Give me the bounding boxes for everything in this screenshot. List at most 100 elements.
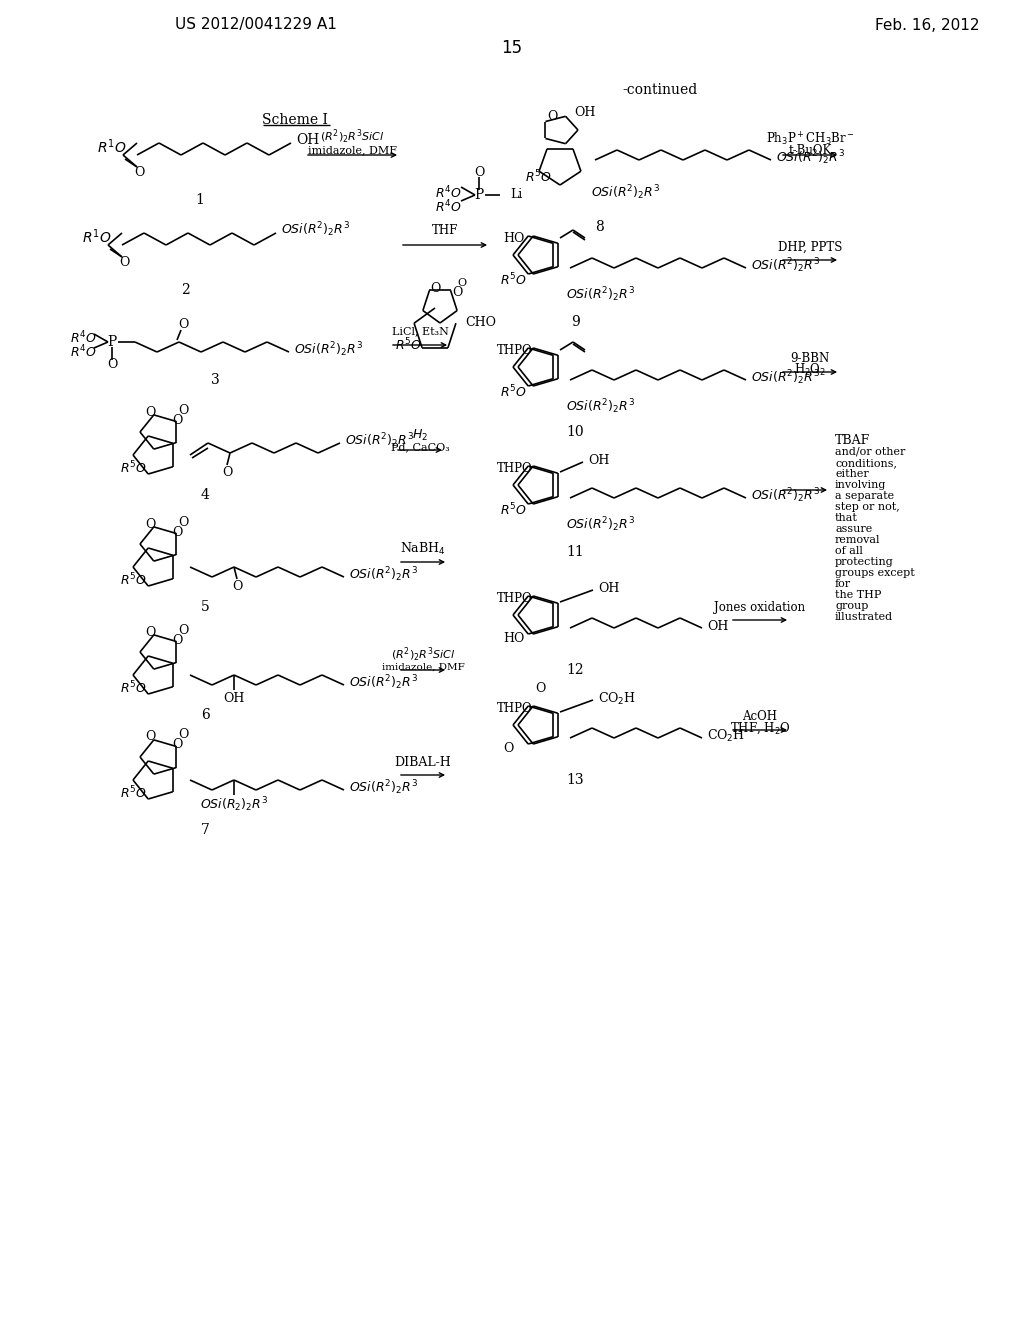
Text: THF: THF (432, 224, 458, 238)
Text: O: O (172, 738, 182, 751)
Text: Pd, CaCO₃: Pd, CaCO₃ (390, 442, 450, 451)
Text: THPO: THPO (497, 343, 532, 356)
Text: O: O (231, 581, 243, 594)
Text: H$_2$O$_2$: H$_2$O$_2$ (794, 362, 826, 378)
Text: CO$_2$H: CO$_2$H (707, 727, 745, 744)
Text: O: O (172, 525, 182, 539)
Text: THPO: THPO (497, 462, 532, 474)
Text: O: O (144, 626, 156, 639)
Text: $OSi(R^2)_2R^3$: $OSi(R^2)_2R^3$ (565, 397, 635, 416)
Text: 8: 8 (596, 220, 604, 234)
Text: illustrated: illustrated (835, 612, 893, 622)
Text: $R^5O$: $R^5O$ (500, 272, 526, 288)
Text: DIBAL-H: DIBAL-H (394, 755, 452, 768)
Text: $OSi(R^2)_2R^3$: $OSi(R^2)_2R^3$ (281, 220, 350, 239)
Text: $R^4O$: $R^4O$ (435, 185, 462, 201)
Text: $OSi(R^2)_2R^3$: $OSi(R^2)_2R^3$ (591, 183, 659, 202)
Text: Li: Li (510, 189, 522, 202)
Text: O: O (178, 404, 188, 417)
Text: $OSi(R^2)_2R^3$: $OSi(R^2)_2R^3$ (565, 285, 635, 305)
Text: $R^5O$: $R^5O$ (395, 337, 422, 354)
Text: O: O (178, 516, 188, 528)
Text: O: O (119, 256, 129, 269)
Text: CHO: CHO (465, 317, 496, 330)
Text: removal: removal (835, 535, 881, 545)
Text: THPO: THPO (497, 591, 532, 605)
Text: 5: 5 (201, 601, 209, 614)
Text: O: O (222, 466, 232, 479)
Text: TBAF: TBAF (835, 433, 870, 446)
Text: for: for (835, 579, 851, 589)
Text: 7: 7 (201, 822, 210, 837)
Text: $OSi(R^2)_2R^3$: $OSi(R^2)_2R^3$ (349, 566, 418, 585)
Text: OH: OH (296, 133, 319, 147)
Text: O: O (144, 517, 156, 531)
Text: NaBH$_4$: NaBH$_4$ (400, 541, 445, 557)
Text: O: O (503, 742, 513, 755)
Text: -continued: -continued (623, 83, 697, 96)
Text: protecting: protecting (835, 557, 894, 568)
Text: O: O (172, 634, 182, 647)
Text: 4: 4 (201, 488, 210, 502)
Text: $R^5O$: $R^5O$ (500, 384, 526, 400)
Text: P: P (474, 187, 483, 202)
Text: 15: 15 (502, 40, 522, 57)
Text: $OSi(R^2)_2R^3$: $OSi(R^2)_2R^3$ (751, 256, 820, 276)
Text: HO: HO (503, 231, 524, 244)
Text: O: O (452, 286, 462, 300)
Text: and/or other: and/or other (835, 447, 905, 457)
Text: groups except: groups except (835, 568, 914, 578)
Text: assure: assure (835, 524, 872, 535)
Text: Ph$_3$P$^+$CH$_3$Br$^-$: Ph$_3$P$^+$CH$_3$Br$^-$ (766, 131, 854, 148)
Text: 13: 13 (566, 774, 584, 787)
Text: $R^1O$: $R^1O$ (82, 227, 112, 247)
Text: OH: OH (598, 582, 620, 595)
Text: Jones oxidation: Jones oxidation (715, 601, 806, 614)
Text: O: O (458, 279, 467, 288)
Text: HO: HO (503, 631, 524, 644)
Text: a separate: a separate (835, 491, 894, 502)
Text: that: that (835, 513, 858, 523)
Text: group: group (835, 601, 868, 611)
Text: 9-BBN: 9-BBN (791, 351, 829, 364)
Text: O: O (172, 413, 182, 426)
Text: 1: 1 (196, 193, 205, 207)
Text: t-BuOK: t-BuOK (788, 144, 831, 157)
Text: 9: 9 (570, 315, 580, 329)
Text: 11: 11 (566, 545, 584, 558)
Text: imidazole, DMF: imidazole, DMF (382, 663, 464, 672)
Text: O: O (474, 165, 484, 178)
Text: $R^4O$: $R^4O$ (435, 199, 462, 215)
Text: 6: 6 (201, 708, 209, 722)
Text: $OSi(R^2)_2R^3$: $OSi(R^2)_2R^3$ (349, 673, 418, 693)
Text: O: O (547, 111, 557, 124)
Text: O: O (144, 730, 156, 743)
Text: $OSi(R^2)_2R^3$: $OSi(R^2)_2R^3$ (345, 432, 414, 450)
Text: THPO: THPO (497, 701, 532, 714)
Text: DHP, PPTS: DHP, PPTS (778, 240, 842, 253)
Text: step or not,: step or not, (835, 502, 900, 512)
Text: $OSi(R^2)_2R^3$: $OSi(R^2)_2R^3$ (751, 368, 820, 387)
Text: either: either (835, 469, 868, 479)
Text: Feb. 16, 2012: Feb. 16, 2012 (874, 17, 980, 33)
Text: $R^5O$: $R^5O$ (500, 502, 526, 519)
Text: O: O (106, 359, 117, 371)
Text: $OSi(R^2)_2R^3$: $OSi(R^2)_2R^3$ (565, 516, 635, 535)
Text: THF, H$_2$O: THF, H$_2$O (730, 721, 791, 735)
Text: CO$_2$H: CO$_2$H (598, 690, 636, 708)
Text: $R^5O$: $R^5O$ (120, 572, 146, 589)
Text: involving: involving (835, 480, 887, 490)
Text: P: P (108, 335, 117, 348)
Text: $R^4O$: $R^4O$ (70, 330, 97, 346)
Text: imidazole, DMF: imidazole, DMF (307, 145, 396, 154)
Text: US 2012/0041229 A1: US 2012/0041229 A1 (175, 17, 337, 33)
Text: 3: 3 (211, 374, 219, 387)
Text: O: O (144, 405, 156, 418)
Text: Scheme I: Scheme I (262, 114, 328, 127)
Text: $R^5O$: $R^5O$ (525, 169, 552, 185)
Text: OH: OH (223, 692, 245, 705)
Text: $OSi(R^2)_2R^3$: $OSi(R^2)_2R^3$ (294, 341, 362, 359)
Text: O: O (430, 281, 440, 294)
Text: conditions,: conditions, (835, 458, 897, 469)
Text: LiCl, Et₃N: LiCl, Et₃N (391, 326, 449, 337)
